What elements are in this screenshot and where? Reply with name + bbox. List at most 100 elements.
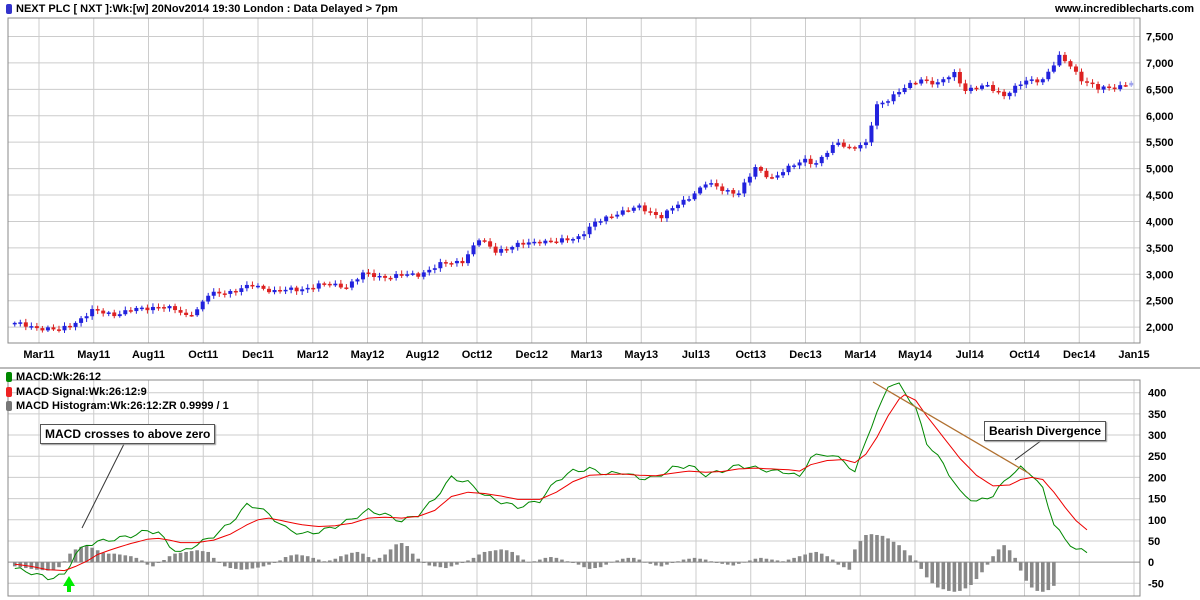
candle-body xyxy=(1046,71,1051,80)
histogram-bar xyxy=(991,556,995,563)
candle-body xyxy=(924,79,929,82)
histogram-bar xyxy=(488,551,492,563)
histogram-bar xyxy=(919,562,924,569)
candle-body xyxy=(559,238,564,243)
candle-body xyxy=(322,283,327,285)
site-url[interactable]: www.incrediblecharts.com xyxy=(1055,3,1194,15)
histogram-bar xyxy=(256,562,260,568)
candle-body xyxy=(1073,66,1078,72)
candle-body xyxy=(289,287,294,290)
candle-body xyxy=(769,177,774,179)
histogram-bar xyxy=(742,562,747,563)
candle-body xyxy=(34,326,39,329)
candle-body xyxy=(349,281,354,288)
histogram-bar xyxy=(565,561,570,563)
histogram-bar xyxy=(676,561,680,563)
candle-body xyxy=(316,283,321,289)
histogram-bar xyxy=(140,560,144,563)
candle-body xyxy=(886,101,891,103)
macd-y-tick-label: 0 xyxy=(1148,557,1154,569)
macd-y-tick-label: 50 xyxy=(1148,536,1160,548)
histogram-bar xyxy=(1024,562,1029,581)
candle-body xyxy=(764,170,769,178)
candle-body xyxy=(438,262,443,269)
candle-body xyxy=(73,322,78,327)
candle-body xyxy=(222,293,227,295)
candle-body xyxy=(377,275,382,278)
histogram-bar xyxy=(808,552,813,563)
candle-body xyxy=(189,314,194,317)
candle-body xyxy=(637,205,642,208)
price-y-tick-label: 6,000 xyxy=(1146,111,1174,123)
histogram-bar xyxy=(830,559,835,563)
histogram-bar xyxy=(328,560,332,563)
histogram-bar xyxy=(571,562,575,563)
candle-body xyxy=(681,199,686,205)
candle-body xyxy=(781,172,786,176)
histogram-bar xyxy=(355,551,360,563)
candle-body xyxy=(825,152,830,157)
histogram-bar xyxy=(1013,557,1017,563)
histogram-bar xyxy=(587,562,592,569)
histogram-bar xyxy=(593,562,597,569)
histogram-bar xyxy=(162,560,166,563)
candle-body xyxy=(653,212,658,215)
histogram-bar xyxy=(339,556,343,563)
histogram-bar xyxy=(615,560,620,563)
candle-body xyxy=(90,309,95,317)
x-tick-label: Mar14 xyxy=(844,349,877,361)
histogram-bar xyxy=(57,562,61,568)
candle-body xyxy=(593,221,598,227)
histogram-bar xyxy=(62,561,67,563)
candle-body xyxy=(1057,54,1062,66)
histogram-bar xyxy=(969,562,973,585)
candle-body xyxy=(725,190,730,192)
histogram-bar xyxy=(941,562,946,590)
histogram-bar xyxy=(294,554,299,563)
candle-body xyxy=(255,285,260,288)
histogram-bar xyxy=(361,553,365,563)
candle-body xyxy=(803,158,808,163)
legend-macd: MACD:Wk:26:12 xyxy=(6,371,101,383)
candle-body xyxy=(747,176,752,183)
legend-histogram-label: MACD Histogram:Wk:26:12:ZR 0.9999 / 1 xyxy=(16,400,229,412)
histogram-bar xyxy=(455,562,459,565)
candle-body xyxy=(1085,81,1090,83)
histogram-bar xyxy=(234,562,238,569)
histogram-bar xyxy=(189,551,194,563)
candle-body xyxy=(200,301,205,310)
candle-body xyxy=(863,142,868,146)
histogram-bar xyxy=(974,562,979,580)
histogram-bar xyxy=(73,549,78,563)
histogram-bar xyxy=(311,557,316,563)
histogram-bar xyxy=(714,562,719,563)
histogram-bar xyxy=(748,560,752,563)
histogram-bar xyxy=(659,562,664,567)
macd-lines xyxy=(14,382,1088,581)
candle-body xyxy=(582,234,587,237)
histogram-bar xyxy=(963,562,968,589)
candle-body xyxy=(173,306,178,311)
price-grid xyxy=(8,18,1140,343)
candle-body xyxy=(239,288,244,292)
candle-body xyxy=(980,85,985,89)
histogram-bar xyxy=(117,554,122,563)
candle-body xyxy=(664,210,669,219)
histogram-bar xyxy=(836,562,841,565)
candle-body xyxy=(836,142,841,146)
candle-body xyxy=(935,82,940,85)
histogram-bar xyxy=(499,549,503,563)
histogram-bar xyxy=(399,543,404,563)
candle-body xyxy=(327,283,332,286)
candle-body xyxy=(874,104,879,126)
candle-body xyxy=(465,254,470,264)
macd-histogram xyxy=(12,534,1056,592)
candle-body xyxy=(792,165,797,167)
histogram-bar xyxy=(51,562,56,570)
price-y-tick-label: 3,500 xyxy=(1146,243,1174,255)
histogram-bar xyxy=(449,562,454,567)
candle-body xyxy=(537,241,542,244)
candle-body xyxy=(620,210,625,215)
candle-body xyxy=(1101,86,1106,90)
